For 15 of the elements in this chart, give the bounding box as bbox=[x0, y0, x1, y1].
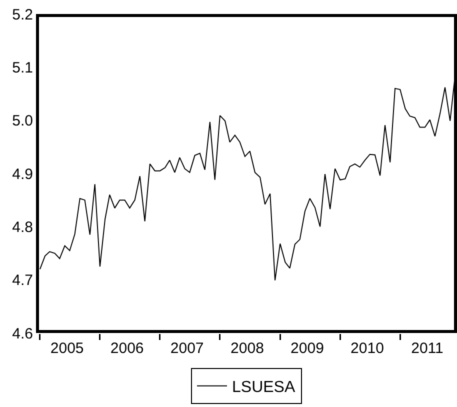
legend-label: LSUESA bbox=[232, 379, 296, 396]
x-tick-label: 2007 bbox=[170, 340, 204, 357]
y-tick-label: 4.9 bbox=[12, 166, 33, 183]
x-tick-label: 2011 bbox=[411, 340, 444, 357]
y-tick-label: 4.6 bbox=[12, 325, 33, 342]
x-tick-label: 2006 bbox=[110, 340, 144, 357]
x-tick-label: 2008 bbox=[230, 340, 264, 357]
y-tick-label: 4.8 bbox=[12, 218, 33, 236]
x-tick-label: 2005 bbox=[50, 340, 84, 357]
y-tick-label: 5.0 bbox=[12, 112, 33, 130]
y-tick-label: 5.1 bbox=[12, 59, 33, 76]
y-tick-label: 4.7 bbox=[12, 272, 33, 290]
x-tick-label: 2009 bbox=[290, 340, 324, 357]
x-tick-label: 2010 bbox=[350, 340, 384, 357]
y-tick-label: 5.2 bbox=[12, 6, 33, 24]
